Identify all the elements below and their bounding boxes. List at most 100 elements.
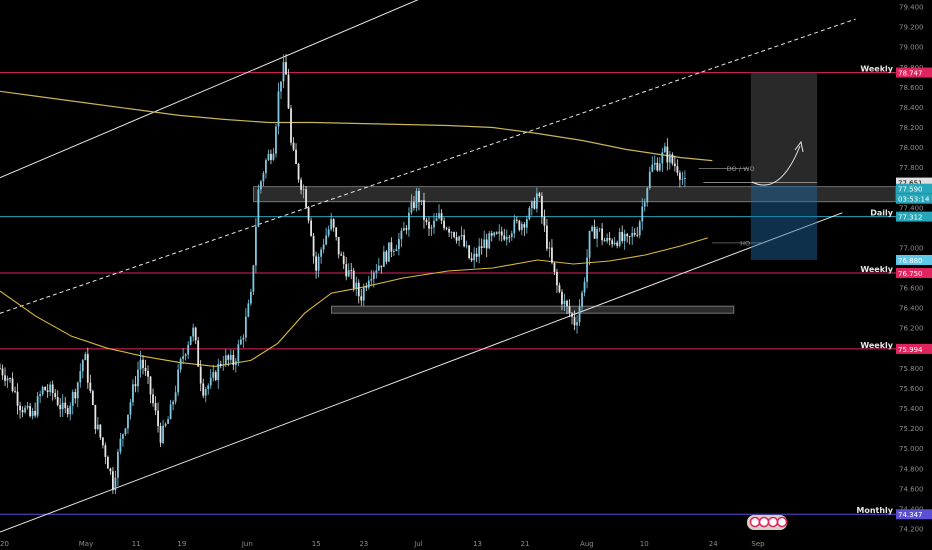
candle-body bbox=[56, 396, 59, 406]
candle-body bbox=[473, 253, 476, 261]
candle-body bbox=[668, 154, 671, 163]
candle-body bbox=[297, 163, 300, 180]
candle-body bbox=[648, 171, 651, 189]
y-tick-label: 74.800 bbox=[899, 465, 924, 473]
pill-icon[interactable] bbox=[749, 516, 761, 528]
candle-body bbox=[74, 391, 77, 399]
candle-body bbox=[61, 402, 64, 410]
candle-body bbox=[558, 285, 561, 292]
ma-short-line bbox=[0, 237, 708, 367]
candle-body bbox=[420, 200, 423, 203]
candle-body bbox=[257, 189, 260, 227]
candle-body bbox=[169, 404, 172, 420]
candle-body bbox=[571, 313, 573, 317]
candle-body bbox=[192, 327, 195, 337]
candle-body bbox=[300, 179, 302, 190]
candle-body bbox=[39, 394, 42, 397]
candle-body bbox=[508, 236, 511, 238]
y-tick-label: 78.200 bbox=[899, 124, 924, 132]
candle-body bbox=[380, 265, 383, 267]
toolbar-pills[interactable] bbox=[747, 515, 788, 530]
y-tick-label: 75.200 bbox=[899, 425, 924, 433]
level-price-badge: 78.747 bbox=[898, 70, 923, 78]
candle-body bbox=[91, 391, 94, 405]
candle-body bbox=[76, 382, 79, 399]
candle-body bbox=[154, 403, 157, 411]
price-badge-bg bbox=[896, 183, 932, 194]
candle-body bbox=[330, 219, 333, 230]
candle-body bbox=[69, 405, 72, 415]
candle-body bbox=[387, 242, 390, 262]
candle-body bbox=[418, 190, 420, 203]
candle-body bbox=[423, 200, 425, 220]
candle-body bbox=[352, 270, 355, 289]
candle-body bbox=[453, 232, 455, 238]
level-price-badge: 76.750 bbox=[898, 270, 923, 278]
candle-body bbox=[500, 231, 503, 236]
candle-body bbox=[433, 220, 435, 228]
candle-body bbox=[548, 247, 551, 249]
x-tick-label: 23 bbox=[359, 540, 368, 548]
pill-icon[interactable] bbox=[776, 516, 788, 528]
candle-body bbox=[282, 62, 285, 82]
candle-body bbox=[495, 232, 498, 234]
candle-body bbox=[490, 233, 493, 236]
y-tick-label: 77.800 bbox=[899, 164, 924, 172]
candle-body bbox=[277, 91, 280, 127]
candle-body bbox=[578, 306, 581, 323]
channel-lower-line bbox=[0, 212, 843, 533]
candle-body bbox=[535, 193, 538, 209]
candle-body bbox=[129, 402, 132, 415]
candle-body bbox=[673, 163, 676, 167]
pill-icon[interactable] bbox=[767, 516, 779, 528]
candle-body bbox=[212, 372, 215, 378]
candle-body bbox=[450, 232, 453, 233]
price-badge: 77.651 bbox=[898, 180, 923, 188]
candle-body bbox=[357, 282, 360, 297]
candle-body bbox=[106, 456, 109, 469]
candle-body bbox=[488, 233, 491, 249]
candle-body bbox=[290, 108, 292, 143]
candle-body bbox=[44, 386, 47, 391]
candle-body bbox=[528, 207, 531, 220]
candle-body bbox=[621, 232, 624, 241]
candle-body bbox=[16, 391, 19, 406]
candle-body bbox=[382, 251, 385, 267]
candle-body bbox=[46, 390, 49, 393]
annotation-label: DO / WO bbox=[727, 165, 755, 173]
candle-body bbox=[174, 392, 177, 402]
candle-body bbox=[89, 382, 92, 392]
price-badges-layer: 78.747 76.750 75.994 77.312 74.347 77.65177.5… bbox=[896, 67, 932, 520]
candle-body bbox=[81, 360, 84, 372]
candle-body bbox=[337, 236, 340, 255]
candle-body bbox=[576, 322, 578, 326]
candle-body bbox=[408, 212, 410, 230]
candle-body bbox=[96, 424, 99, 430]
y-tick-label: 76.600 bbox=[899, 285, 924, 293]
candle-body bbox=[563, 300, 566, 305]
y-tick-label: 78.600 bbox=[899, 84, 924, 92]
zone-box bbox=[331, 305, 735, 314]
candle-body bbox=[523, 224, 526, 228]
candle-body bbox=[661, 152, 664, 164]
candle-body bbox=[179, 358, 182, 370]
annotation-label: HO bbox=[740, 239, 750, 247]
candle-body bbox=[54, 393, 57, 397]
candle-body bbox=[11, 378, 14, 392]
y-tick-label: 75.400 bbox=[899, 405, 924, 413]
candle-body bbox=[345, 264, 348, 277]
countdown-label: 03:53:14 bbox=[898, 196, 930, 204]
candle-body bbox=[551, 247, 553, 263]
candle-body bbox=[99, 424, 102, 438]
level-label: Daily bbox=[870, 209, 894, 218]
candle-body bbox=[167, 419, 169, 424]
candle-body bbox=[127, 414, 129, 429]
candle-body bbox=[505, 236, 508, 240]
level-price-badge: 74.347 bbox=[898, 511, 923, 519]
candle-body bbox=[546, 225, 548, 249]
candle-body bbox=[26, 405, 29, 408]
pill-icon[interactable] bbox=[758, 516, 770, 528]
price-badge-bg bbox=[896, 177, 932, 188]
candle-body bbox=[36, 396, 39, 416]
